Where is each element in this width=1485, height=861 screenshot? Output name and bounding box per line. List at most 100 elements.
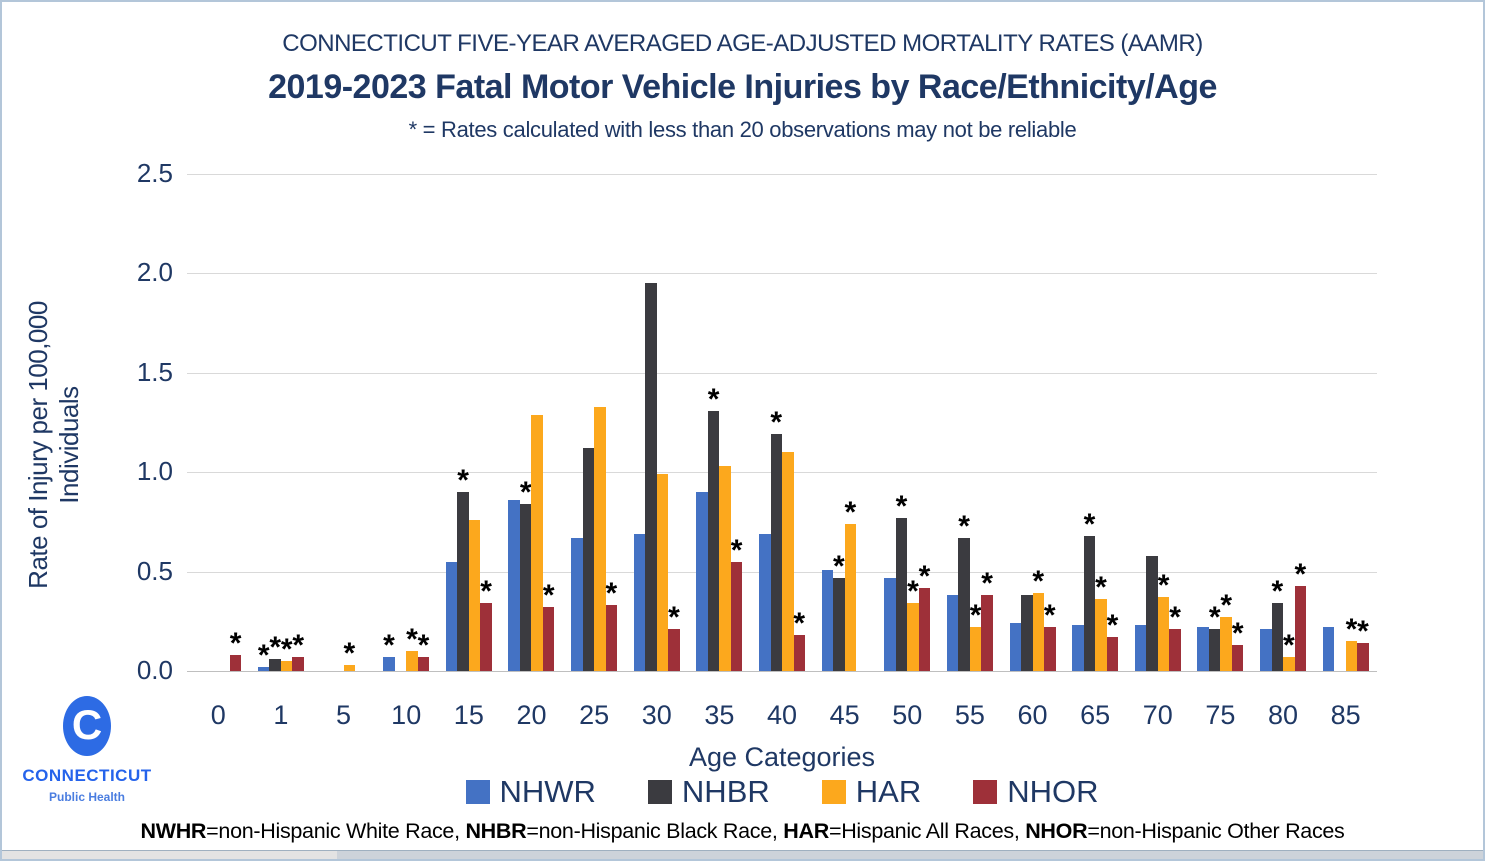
low-count-asterisk: * (605, 577, 618, 611)
chart-title: 2019-2023 Fatal Motor Vehicle Injuries b… (268, 68, 1217, 106)
ct-logo-subname: Public Health (48, 790, 125, 804)
low-count-asterisk: * (1231, 617, 1244, 651)
low-count-asterisk: * (969, 599, 982, 633)
legend-item-nhbr: NHBR (647, 774, 770, 810)
gridline-2.5 (187, 174, 1377, 175)
x-tick-label-15: 15 (453, 700, 484, 730)
bar-nhwr-age-85 (1322, 627, 1335, 671)
x-tick-label-5: 5 (336, 700, 352, 730)
x-tick-label-55: 55 (954, 700, 985, 730)
bar-nhwr-age-40 (759, 533, 771, 671)
legend-item-nhor: NHOR (973, 774, 1099, 810)
legend-label-nhor: NHOR (1007, 774, 1099, 809)
bar-nhwr-age-45 (821, 569, 834, 671)
bar-nhwr-age-30 (633, 533, 646, 671)
x-tick-label-0: 0 (210, 700, 226, 730)
bar-nhwr-age-65 (1072, 625, 1084, 671)
bar-nhor-age-30 (668, 629, 680, 671)
x-tick-label-20: 20 (516, 700, 547, 730)
bar-nhbr-age-15 (457, 492, 469, 671)
low-count-asterisk: * (793, 607, 806, 641)
legend-swatch-nhor (973, 780, 998, 804)
x-tick-label-85: 85 (1330, 700, 1361, 730)
footnote-acronym-nhbr: NHBR (465, 819, 527, 843)
bar-nhbr-age-40 (770, 434, 782, 671)
bar-nhor-age-20 (542, 607, 555, 671)
bar-nhor-age-55 (981, 595, 993, 671)
bar-nhbr-age-65 (1083, 535, 1096, 671)
low-count-asterisk: * (907, 575, 919, 609)
y-tick-label: 0.5 (136, 555, 173, 586)
bar-nhbr-age-60 (1021, 595, 1033, 671)
bar-har-age-80 (1283, 657, 1295, 671)
low-count-asterisk: * (1345, 613, 1358, 647)
low-count-asterisk: * (519, 476, 532, 509)
low-count-asterisk: * (1106, 609, 1119, 643)
low-count-asterisk: * (229, 627, 242, 661)
x-tick-label-50: 50 (892, 700, 923, 730)
low-count-asterisk: * (1083, 507, 1096, 541)
low-count-asterisk: * (730, 533, 743, 567)
bar-nhbr-age-75 (1208, 629, 1221, 671)
bar-nhor-age-40 (793, 635, 805, 671)
bar-nhor-age-10 (417, 657, 430, 671)
legend-item-har: HAR (821, 774, 921, 810)
bar-har-age-1 (280, 661, 293, 671)
bar-nhwr-age-10 (383, 657, 395, 671)
bar-nhor-age-15 (480, 603, 492, 671)
low-count-asterisk: * (958, 509, 970, 543)
x-tick-label-10: 10 (391, 700, 422, 730)
bar-har-age-85 (1345, 641, 1358, 671)
bar-har-age-55 (969, 627, 982, 671)
ct-logo-icon: C (63, 696, 111, 756)
gridline-1.5 (187, 372, 1377, 374)
x-tick-label-25: 25 (579, 700, 610, 730)
bar-nhbr-age-25 (582, 448, 595, 671)
legend-label-nhwr: NHWR (499, 774, 596, 809)
x-tick-label-65: 65 (1080, 700, 1111, 730)
bar-har-age-65 (1095, 599, 1107, 671)
footnote-text-4: =non-Hispanic Other Races (1087, 819, 1345, 843)
legend-swatch-nhwr (465, 780, 490, 804)
bar-nhwr-age-70 (1134, 625, 1147, 671)
low-count-asterisk: * (480, 575, 492, 609)
bar-nhwr-age-1 (257, 667, 270, 671)
low-count-asterisk: * (833, 549, 845, 583)
bar-har-age-45 (844, 523, 857, 671)
x-tick-label-40: 40 (766, 700, 797, 730)
gridline-2.0 (187, 273, 1377, 275)
bar-har-age-25 (594, 406, 606, 671)
x-tick-label-70: 70 (1142, 700, 1173, 730)
bar-har-age-35 (719, 466, 731, 671)
chart-legend: NHWR NHBR HAR NHOR (2, 774, 1483, 810)
low-count-asterisk: * (918, 559, 931, 593)
bar-nhwr-age-55 (946, 595, 959, 671)
footnote-acronym-har: HAR (783, 819, 829, 843)
low-count-asterisk: * (770, 406, 783, 440)
x-tick-label-35: 35 (704, 700, 735, 730)
bar-har-age-10 (406, 651, 418, 671)
x-tick-label-1: 1 (273, 700, 289, 730)
footnote-text-3: =Hispanic All Races, (828, 819, 1026, 843)
low-count-asterisk: * (844, 495, 857, 529)
low-count-asterisk: * (292, 629, 305, 663)
low-count-asterisk: * (1043, 599, 1056, 633)
bar-har-age-15 (468, 519, 481, 671)
low-count-asterisk: * (1208, 601, 1221, 635)
x-tick-label-80: 80 (1268, 700, 1299, 730)
ct-logo-name: CONNECTICUT (22, 766, 152, 785)
legend-label-nhbr: NHBR (681, 774, 770, 809)
bar-nhor-age-80 (1294, 585, 1307, 671)
bar-nhwr-age-20 (508, 500, 520, 671)
low-count-asterisk: * (1282, 629, 1295, 663)
bar-nhbr-age-20 (519, 504, 532, 671)
y-axis-title: Rate of Injury per 100,000 Individuals (23, 301, 84, 589)
bar-nhbr-age-50 (895, 517, 908, 671)
bar-nhor-age-1 (292, 657, 304, 671)
bar-har-age-40 (782, 452, 794, 671)
bar-nhwr-age-80 (1260, 629, 1272, 671)
low-count-asterisk: * (1357, 615, 1369, 649)
low-count-asterisk: * (668, 601, 680, 635)
bar-nhwr-age-50 (884, 577, 896, 671)
